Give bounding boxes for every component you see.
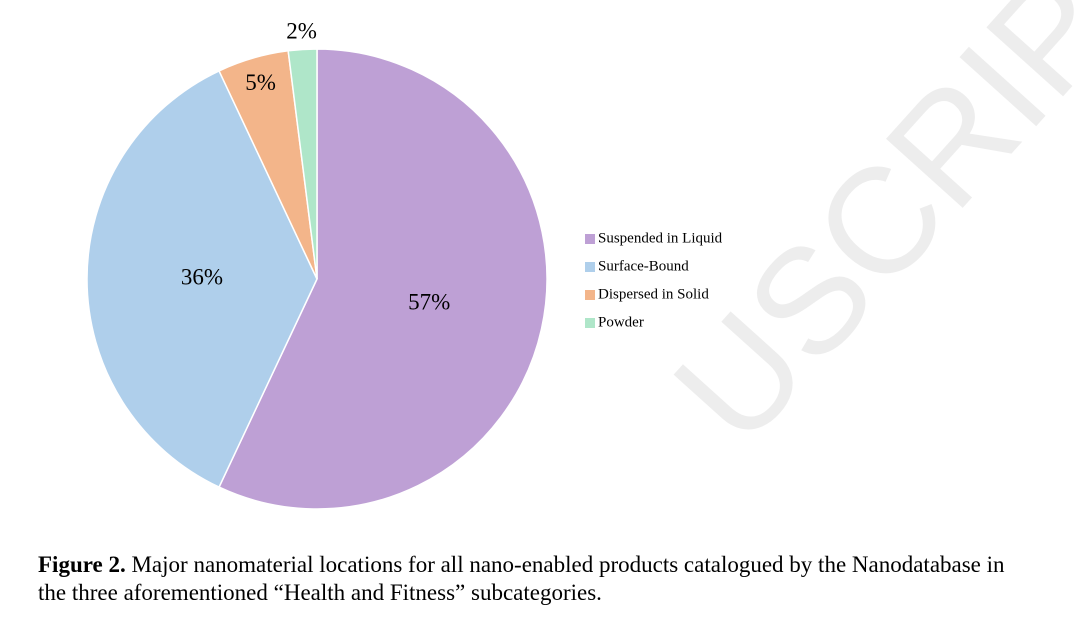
caption-text: Major nanomaterial locations for all nan… bbox=[38, 552, 1005, 605]
pie-slice bbox=[287, 48, 318, 280]
pie-slice bbox=[218, 48, 548, 510]
legend-label: Dispersed in Solid bbox=[598, 286, 709, 302]
legend-label: Powder bbox=[598, 314, 644, 330]
pie-slice bbox=[86, 69, 318, 489]
legend-swatch bbox=[585, 318, 595, 328]
caption: Figure 2. Major nanomaterial locations f… bbox=[38, 551, 1038, 607]
legend-label: Suspended in Liquid bbox=[598, 230, 723, 246]
data-label: 36% bbox=[181, 264, 223, 289]
legend-swatch bbox=[585, 262, 595, 272]
data-label: 2% bbox=[286, 19, 317, 44]
caption-label: Figure 2. bbox=[38, 552, 126, 577]
data-label: 57% bbox=[408, 289, 450, 314]
legend-swatch bbox=[585, 234, 595, 244]
legend-swatch bbox=[585, 290, 595, 300]
chart: 57% 36% 5% 2% Suspended in Liquid Surface-Bou… bbox=[86, 19, 723, 510]
legend-label: Surface-Bound bbox=[598, 258, 689, 274]
data-label: 5% bbox=[245, 70, 276, 95]
